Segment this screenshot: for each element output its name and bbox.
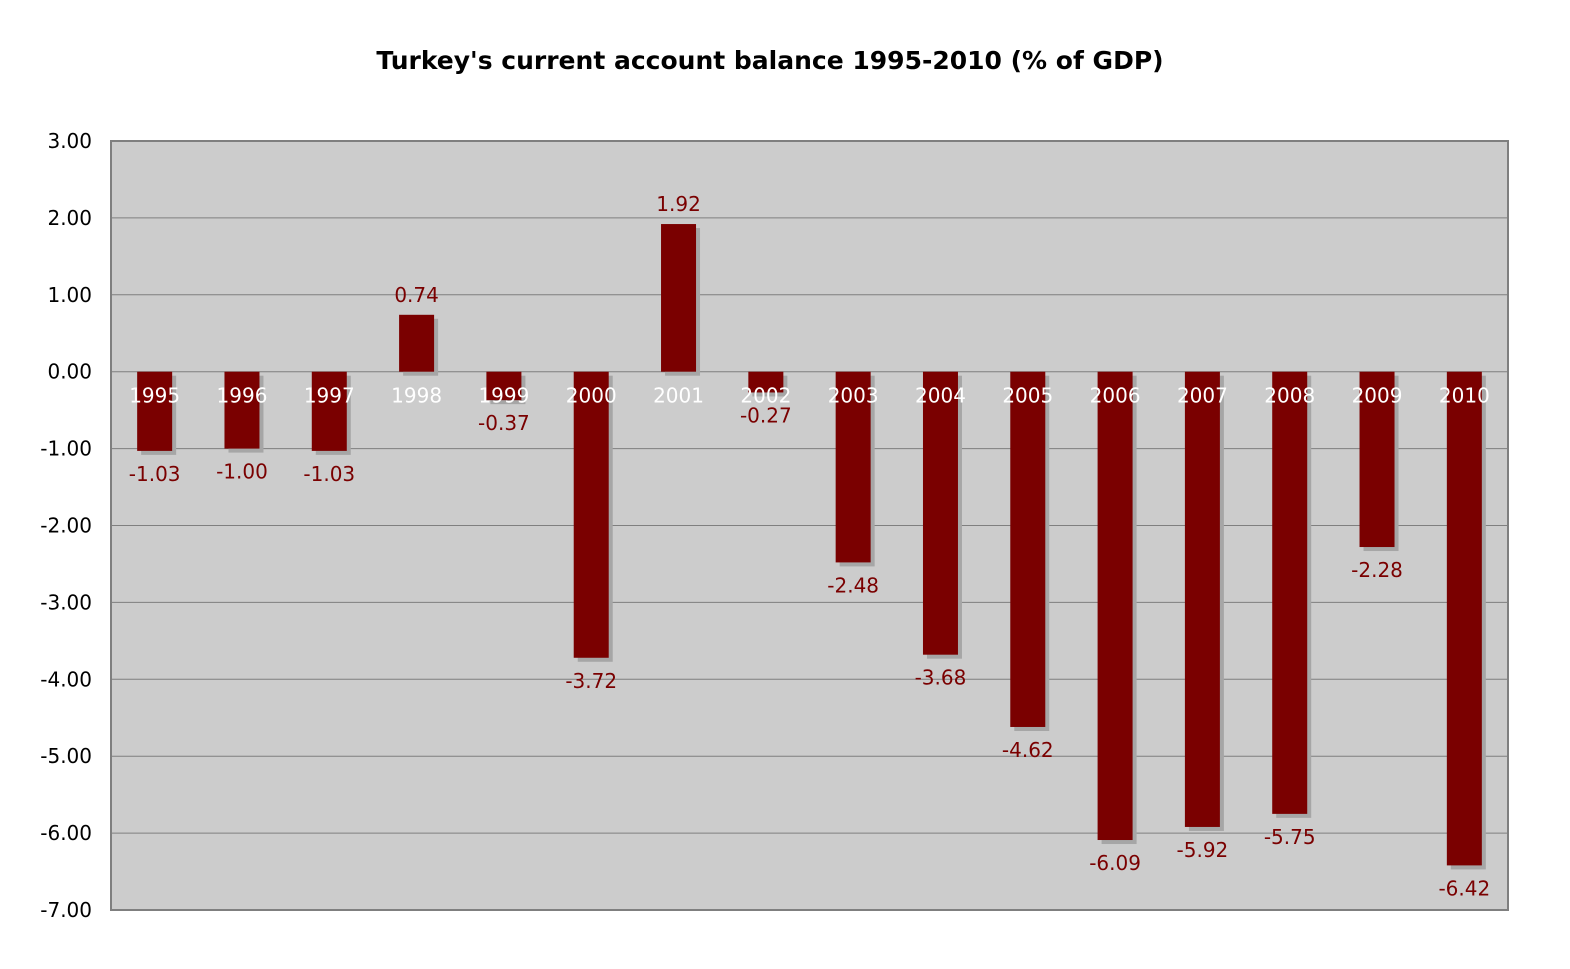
y-tick-label: -4.00 xyxy=(40,667,92,691)
y-tick-label: -3.00 xyxy=(40,590,92,614)
data-label: -1.00 xyxy=(216,460,268,484)
data-labels: -1.03 -1.00 -1.03 0.74 -0.37 -3.72 1.92 -0.27 -2… xyxy=(129,192,1490,900)
bars xyxy=(137,224,1486,870)
bar-1997 xyxy=(311,371,347,451)
bar-2002 xyxy=(748,371,784,393)
data-label: -3.72 xyxy=(565,669,617,693)
bar-2006 xyxy=(1097,371,1133,841)
x-category-label: 2007 xyxy=(1177,384,1228,408)
data-label: 1.92 xyxy=(656,192,701,216)
x-category-label: 2010 xyxy=(1439,384,1490,408)
y-tick-label: -2.00 xyxy=(40,514,92,538)
y-tick-label: -5.00 xyxy=(40,744,92,768)
y-tick-label: 1.00 xyxy=(47,283,92,307)
bar-2010 xyxy=(1446,371,1482,866)
bar-2009 xyxy=(1359,371,1395,548)
y-tick-label: -6.00 xyxy=(40,821,92,845)
y-tick-label: -7.00 xyxy=(40,898,92,922)
x-category-label: 2001 xyxy=(653,384,704,408)
x-category-label: 1995 xyxy=(129,384,180,408)
bar-2003 xyxy=(835,371,871,563)
x-axis-category-labels: 1995 1996 1997 1998 1999 2000 2001 2002 2003 2004… xyxy=(129,384,1490,408)
data-label: 0.74 xyxy=(394,283,439,307)
bar-2001 xyxy=(661,224,697,372)
bar-2008 xyxy=(1272,371,1308,814)
bar-1995 xyxy=(137,371,173,451)
x-category-label: 2004 xyxy=(915,384,966,408)
data-label: -6.42 xyxy=(1438,876,1490,900)
x-category-label: 2005 xyxy=(1002,384,1053,408)
data-label: -3.68 xyxy=(915,666,967,690)
x-category-label: 2000 xyxy=(566,384,617,408)
y-tick-label: -1.00 xyxy=(40,437,92,461)
y-axis-tick-labels: 3.00 2.00 1.00 0.00 -1.00 -2.00 -3.00 -4.00 -5.0… xyxy=(40,129,92,922)
y-tick-label: 0.00 xyxy=(47,360,92,384)
x-category-label: 2009 xyxy=(1352,384,1403,408)
x-category-label: 1999 xyxy=(478,384,529,408)
data-label: -5.92 xyxy=(1177,838,1229,862)
data-label: -6.09 xyxy=(1089,851,1141,875)
x-category-label: 2003 xyxy=(828,384,879,408)
bar-1999 xyxy=(486,371,522,401)
bar-1998 xyxy=(399,314,435,372)
data-label: -4.62 xyxy=(1002,738,1054,762)
x-category-label: 2008 xyxy=(1264,384,1315,408)
data-label: -1.03 xyxy=(129,462,181,486)
x-category-label: 1998 xyxy=(391,384,442,408)
bar-1996 xyxy=(224,371,260,449)
bar-2004 xyxy=(922,371,958,655)
y-tick-label: 2.00 xyxy=(47,206,92,230)
bar-2005 xyxy=(1010,371,1046,727)
bar-2007 xyxy=(1184,371,1220,827)
data-label: -2.28 xyxy=(1351,558,1403,582)
data-label: -2.48 xyxy=(827,573,879,597)
x-category-label: 2002 xyxy=(740,384,791,408)
y-tick-label: 3.00 xyxy=(47,129,92,153)
x-category-label: 1997 xyxy=(304,384,355,408)
x-category-label: 2006 xyxy=(1090,384,1141,408)
data-label: -1.03 xyxy=(303,462,355,486)
chart-title: Turkey's current account balance 1995-20… xyxy=(376,46,1164,75)
data-label: -5.75 xyxy=(1264,825,1316,849)
data-label: -0.37 xyxy=(478,411,530,435)
data-label: -0.27 xyxy=(740,403,792,427)
x-category-label: 1996 xyxy=(217,384,268,408)
bar-2000 xyxy=(573,371,609,658)
